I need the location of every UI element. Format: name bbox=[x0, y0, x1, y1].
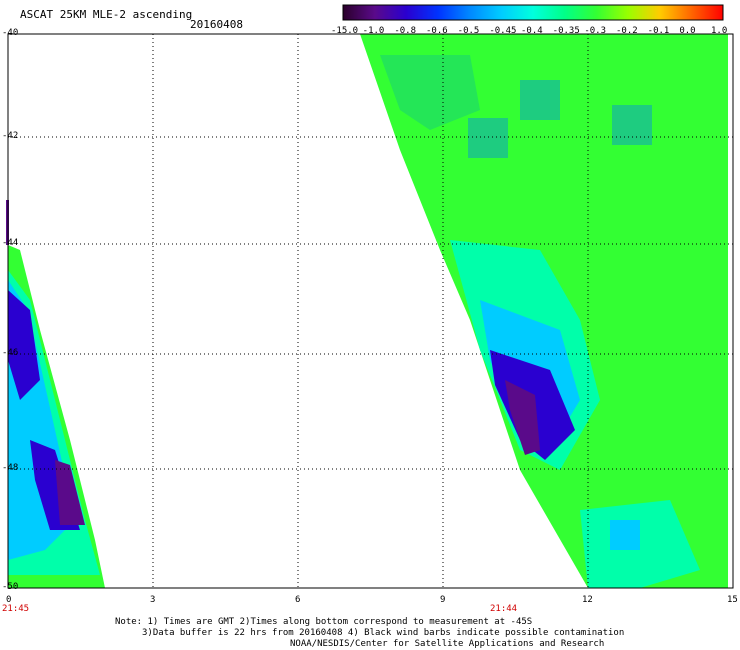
colorbar-label: -0.45 bbox=[489, 26, 517, 36]
y-tick-label: -50 bbox=[2, 582, 19, 592]
swath-right bbox=[360, 34, 728, 588]
colorbar-label: -1.0 bbox=[362, 26, 385, 36]
colorbar-label: -0.4 bbox=[521, 26, 543, 36]
plot-grid bbox=[7, 33, 734, 589]
y-tick-label: -48 bbox=[2, 463, 19, 473]
y-tick-label: -44 bbox=[2, 238, 19, 248]
note-line-3: NOAA/NESDIS/Center for Satellite Applica… bbox=[290, 639, 605, 649]
x-tick-label: 15 bbox=[727, 595, 738, 605]
colorbar-gradient bbox=[342, 4, 724, 21]
colorbar-label: -0.35 bbox=[552, 26, 580, 36]
x-tick-label: 3 bbox=[150, 595, 156, 605]
note-line-1: Note: 1) Times are GMT 2)Times along bot… bbox=[115, 617, 533, 627]
note-line-2: 3)Data buffer is 22 hrs from 20160408 4)… bbox=[142, 628, 625, 638]
x-tick-label: 0 bbox=[6, 595, 12, 605]
colorbar-label: 0.0 bbox=[679, 26, 696, 36]
y-tick-label: -40 bbox=[2, 28, 19, 38]
x-tick-label: 6 bbox=[295, 595, 301, 605]
swath-left bbox=[6, 200, 105, 588]
colorbar-label: -0.8 bbox=[394, 26, 417, 36]
colorbar-label: -0.3 bbox=[584, 26, 607, 36]
colorbar-label: -0.6 bbox=[426, 26, 448, 36]
map-title: ASCAT 25KM MLE-2 ascending bbox=[20, 8, 193, 21]
colorbar-label: 1.0 bbox=[711, 26, 728, 36]
time-label: 21:45 bbox=[2, 604, 30, 614]
colorbar-label: -0.2 bbox=[616, 26, 638, 36]
x-tick-label: 9 bbox=[440, 595, 446, 605]
colorbar-label: -0.1 bbox=[647, 26, 670, 36]
colorbar-label: -15.0 bbox=[331, 26, 359, 36]
map-date: 20160408 bbox=[190, 18, 243, 31]
y-tick-label: -46 bbox=[2, 348, 19, 358]
x-tick-label: 12 bbox=[582, 595, 593, 605]
y-tick-label: -42 bbox=[2, 131, 19, 141]
colorbar bbox=[342, 4, 724, 21]
time-label: 21:44 bbox=[490, 604, 518, 614]
colorbar-label: -0.5 bbox=[457, 26, 480, 36]
